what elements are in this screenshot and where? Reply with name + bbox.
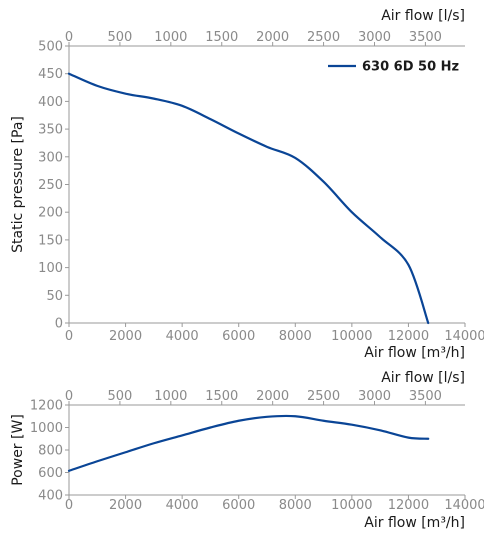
y-tick-label: 100 <box>38 261 63 276</box>
y-tick-label: 50 <box>46 289 63 304</box>
x-tick-label-bottom: 14000 <box>444 329 484 344</box>
y-tick-label: 450 <box>38 67 63 82</box>
y-tick-label: 400 <box>38 95 63 110</box>
y-tick-label: 300 <box>38 150 63 165</box>
x-tick-label-bottom: 2000 <box>109 329 142 344</box>
x-tick-label-top: 3000 <box>358 389 391 404</box>
x-axis-title-bottom: Air flow [m³/h] <box>364 515 465 531</box>
x-tick-label-bottom: 10000 <box>331 498 372 513</box>
y-axis-title: Static pressure [Pa] <box>10 116 26 253</box>
x-tick-label-bottom: 8000 <box>279 329 312 344</box>
x-tick-label-bottom: 8000 <box>279 498 312 513</box>
x-tick-label-bottom: 0 <box>65 329 73 344</box>
x-axis-title-top: Air flow [l/s] <box>381 370 465 386</box>
y-tick-label: 1200 <box>30 399 63 414</box>
x-tick-label-top: 500 <box>108 389 133 404</box>
y-tick-label: 1000 <box>30 421 63 436</box>
y-tick-label: 200 <box>38 206 63 221</box>
x-tick-label-bottom: 6000 <box>222 329 255 344</box>
x-tick-label-top: 3500 <box>409 389 442 404</box>
x-tick-label-top: 1500 <box>205 389 238 404</box>
x-tick-label-top: 3000 <box>358 30 391 45</box>
y-tick-label: 250 <box>38 178 63 193</box>
x-tick-label-top: 1500 <box>205 30 238 45</box>
y-tick-label: 150 <box>38 233 63 248</box>
y-tick-label: 0 <box>55 317 63 332</box>
x-tick-label-top: 1000 <box>154 389 187 404</box>
x-axis-title-bottom: Air flow [m³/h] <box>364 345 465 361</box>
x-tick-label-top: 2000 <box>256 30 289 45</box>
x-tick-label-top: 2000 <box>256 389 289 404</box>
x-tick-label-bottom: 0 <box>65 498 73 513</box>
x-tick-label-top: 1000 <box>154 30 187 45</box>
x-tick-label-top: 0 <box>65 30 73 45</box>
x-tick-label-bottom: 12000 <box>388 498 429 513</box>
series-line <box>67 72 430 325</box>
x-tick-label-top: 2500 <box>307 389 340 404</box>
x-tick-label-bottom: 4000 <box>166 329 199 344</box>
x-tick-label-bottom: 6000 <box>222 498 255 513</box>
x-tick-label-top: 500 <box>108 30 133 45</box>
x-tick-label-top: 0 <box>65 389 73 404</box>
legend-label: 630 6D 50 Hz <box>362 60 459 75</box>
y-tick-label: 600 <box>38 466 63 481</box>
y-axis-title: Power [W] <box>10 414 26 486</box>
x-tick-label-bottom: 14000 <box>444 498 484 513</box>
x-tick-label-top: 3500 <box>409 30 442 45</box>
x-tick-label-top: 2500 <box>307 30 340 45</box>
y-tick-label: 350 <box>38 123 63 138</box>
x-tick-label-bottom: 12000 <box>388 329 429 344</box>
x-tick-label-bottom: 2000 <box>109 498 142 513</box>
y-tick-label: 400 <box>38 489 63 504</box>
x-tick-label-bottom: 4000 <box>166 498 199 513</box>
y-tick-label: 500 <box>38 40 63 55</box>
series-line <box>67 414 430 472</box>
y-tick-label: 800 <box>38 444 63 459</box>
x-tick-label-bottom: 10000 <box>331 329 372 344</box>
x-axis-title-top: Air flow [l/s] <box>381 8 465 24</box>
